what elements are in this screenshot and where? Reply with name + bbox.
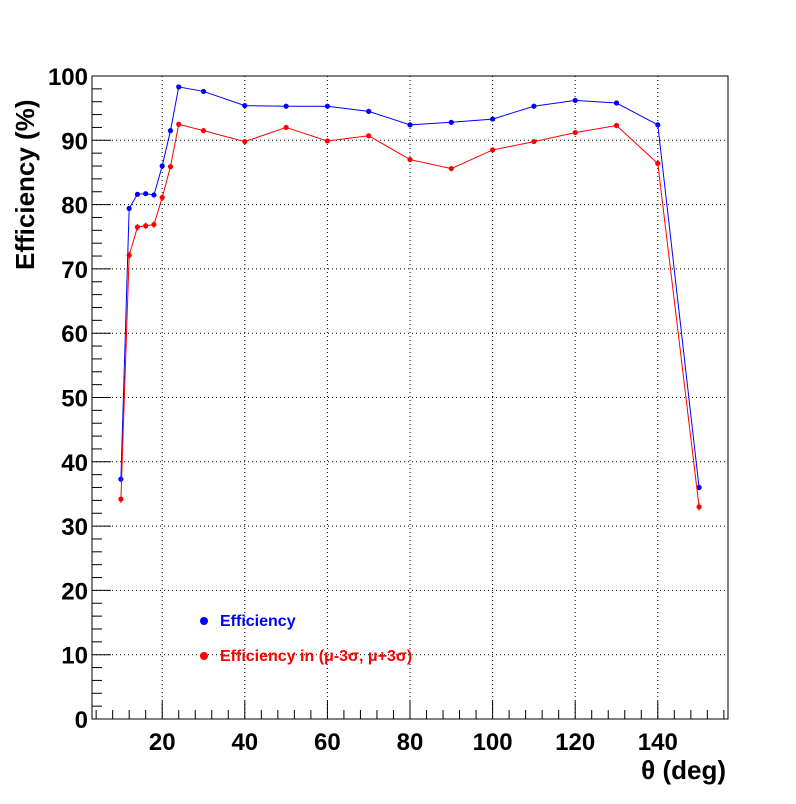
y-tick-label: 30 xyxy=(61,514,88,541)
data-point xyxy=(143,223,149,229)
grid xyxy=(92,76,728,719)
data-point xyxy=(176,121,182,127)
data-point xyxy=(489,147,496,153)
data-point xyxy=(242,102,248,109)
y-tick-label: 10 xyxy=(61,643,88,670)
series-line xyxy=(120,123,700,507)
data-point xyxy=(134,191,141,197)
data-point xyxy=(531,138,537,145)
data-point xyxy=(572,97,578,104)
data-point xyxy=(283,103,289,109)
series-line xyxy=(120,86,700,488)
y-tick-label: 100 xyxy=(48,64,88,91)
data-point xyxy=(159,194,165,201)
data-point xyxy=(324,103,331,109)
y-tick-label: 90 xyxy=(61,128,88,155)
series-efficiency xyxy=(118,84,702,491)
data-point xyxy=(118,496,124,502)
legend-label: Efficiency in (μ-3σ, μ+3σ) xyxy=(220,648,412,665)
data-point xyxy=(407,122,413,128)
data-point xyxy=(143,191,149,197)
data-point xyxy=(167,128,174,134)
data-point xyxy=(200,88,207,95)
data-point xyxy=(159,163,165,169)
y-tick-label: 70 xyxy=(61,257,88,284)
legend-marker xyxy=(200,617,208,625)
data-point xyxy=(366,108,372,114)
data-point xyxy=(242,138,248,145)
data-point xyxy=(167,164,174,170)
x-tick-label: 120 xyxy=(555,729,595,756)
x-tick-label: 60 xyxy=(314,729,341,756)
data-point xyxy=(696,484,702,491)
y-tick-label: 0 xyxy=(75,707,88,734)
y-tick-label: 50 xyxy=(61,386,88,413)
x-tick-label: 40 xyxy=(231,729,258,756)
data-point xyxy=(324,138,331,144)
data-point xyxy=(134,224,141,230)
legend-marker xyxy=(200,652,208,660)
data-point xyxy=(448,119,454,125)
data-point xyxy=(696,504,702,510)
y-tick-label: 80 xyxy=(61,193,88,220)
data-point xyxy=(283,124,289,131)
data-point xyxy=(126,205,132,212)
data-point xyxy=(531,103,537,109)
data-point xyxy=(655,122,661,128)
x-tick-label: 140 xyxy=(638,729,678,756)
x-tick-label: 80 xyxy=(397,729,424,756)
x-axis-title: θ (deg) xyxy=(641,755,726,785)
tick-labels: 20 40 60 80 100 120 140 0 10 20 30 40 50 60 70 80 90 100 xyxy=(48,64,678,756)
data-series xyxy=(118,84,702,511)
data-point xyxy=(407,156,413,163)
data-point xyxy=(126,252,132,258)
data-point xyxy=(151,192,157,198)
x-tick-label: 100 xyxy=(473,729,513,756)
data-point xyxy=(655,160,661,167)
data-point xyxy=(613,100,620,106)
y-axis-title: Efficiency (%) xyxy=(10,100,40,271)
data-point xyxy=(572,129,578,136)
y-tick-label: 60 xyxy=(61,321,88,348)
y-tick-label: 20 xyxy=(61,578,88,605)
legend: Efficiency Efficiency in (μ-3σ, μ+3σ) xyxy=(200,613,412,665)
data-point xyxy=(489,116,496,122)
data-point xyxy=(151,221,157,228)
y-tick-label: 40 xyxy=(61,450,88,477)
axis-ticks xyxy=(92,75,725,720)
series-efficiency-in-range xyxy=(118,121,702,511)
legend-label: Efficiency xyxy=(220,613,296,630)
data-point xyxy=(613,122,620,129)
x-tick-label: 20 xyxy=(149,729,176,756)
data-point xyxy=(118,476,124,482)
data-point xyxy=(448,165,454,172)
data-point xyxy=(200,128,207,134)
data-point xyxy=(176,84,182,90)
data-point xyxy=(366,133,372,139)
